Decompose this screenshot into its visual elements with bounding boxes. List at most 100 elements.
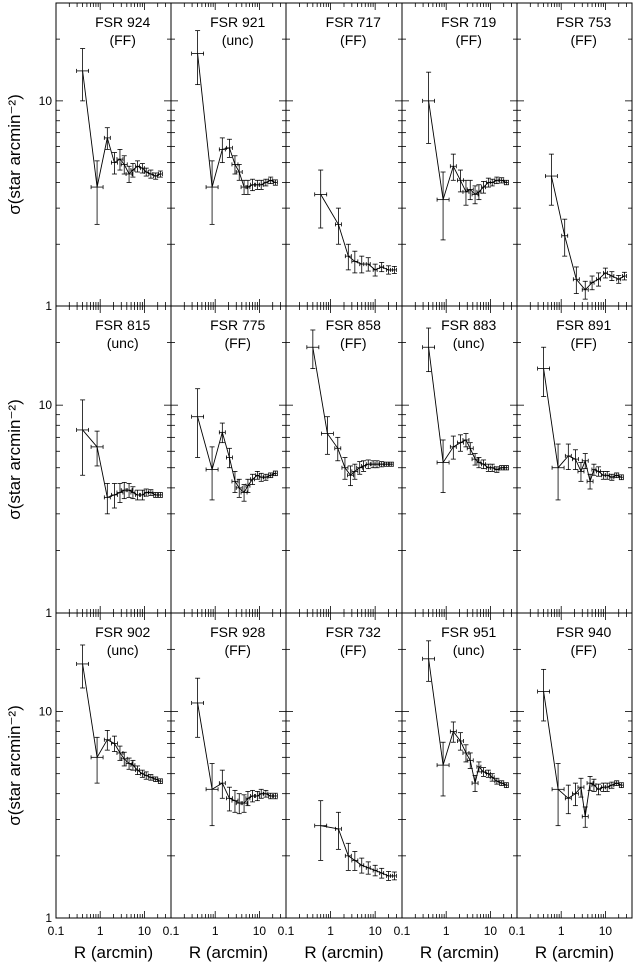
data-point	[235, 478, 243, 498]
data-point	[499, 465, 505, 471]
data-point	[422, 640, 436, 682]
data-point	[489, 463, 495, 472]
data-point	[120, 155, 128, 175]
data-point	[335, 811, 342, 850]
profile-line	[197, 702, 276, 804]
data-point	[564, 443, 572, 470]
data-point	[90, 160, 104, 225]
profile-line	[82, 663, 161, 782]
panel-subtitle: (FF)	[340, 335, 366, 351]
panel-frame	[55, 2, 172, 307]
data-point	[604, 782, 610, 792]
y-tick-label: 10	[39, 398, 53, 412]
data-point	[90, 430, 104, 467]
x-axis-title: R (arcmin)	[535, 943, 614, 962]
data-point	[306, 329, 320, 369]
panel-title: FSR 815	[95, 317, 150, 333]
data-point	[130, 486, 136, 500]
data-point	[111, 483, 118, 509]
data-point	[609, 271, 615, 281]
data-point	[351, 463, 359, 480]
data-point	[577, 462, 585, 482]
panel-title: FSR 940	[556, 624, 611, 640]
data-point	[372, 263, 378, 277]
panel-title: FSR 891	[556, 317, 611, 333]
panel-frame	[170, 2, 287, 307]
data-point	[359, 857, 365, 874]
panel-frame	[516, 2, 633, 307]
data-point	[157, 492, 163, 498]
data-point	[462, 179, 470, 206]
data-point	[489, 773, 495, 782]
data-point	[476, 184, 482, 201]
data-point	[365, 861, 371, 875]
data-point	[111, 735, 118, 752]
data-point	[614, 780, 620, 786]
data-point	[581, 806, 589, 828]
panel-0: FSR 924 (FF)	[55, 2, 172, 307]
x-tick-label: 0.1	[48, 924, 65, 938]
panel-5: FSR 815 (unc)	[55, 305, 172, 614]
panel-frame	[55, 612, 172, 919]
data-point	[609, 781, 615, 789]
panel-title: FSR 858	[326, 317, 381, 333]
panel-frame	[401, 305, 518, 614]
data-point	[494, 777, 500, 785]
panel-frame	[401, 612, 518, 919]
data-point	[344, 243, 352, 271]
data-point	[111, 152, 118, 175]
data-point	[365, 257, 371, 272]
profile-line	[320, 194, 395, 271]
data-point	[561, 218, 569, 257]
panel-frame	[170, 612, 287, 919]
data-point	[143, 167, 149, 177]
data-point	[422, 71, 436, 144]
data-point	[250, 473, 256, 485]
panel-title: FSR 732	[326, 624, 381, 640]
data-point	[551, 443, 565, 501]
data-point	[231, 471, 239, 493]
panel-frame	[516, 612, 633, 919]
panel-12: FSR 732 (FF)	[285, 612, 403, 919]
data-point	[422, 327, 436, 373]
x-tick-label: 10	[484, 924, 498, 938]
data-point	[476, 457, 482, 469]
panel-frame	[55, 305, 172, 614]
data-point	[250, 789, 256, 803]
panel-4: FSR 753 (FF)	[516, 2, 633, 307]
data-point	[116, 148, 124, 171]
panel-title: FSR 951	[441, 624, 496, 640]
data-point	[135, 765, 141, 775]
panel-subtitle: (FF)	[340, 32, 366, 48]
x-tick-label: 10	[253, 924, 267, 938]
x-tick-label: 10	[138, 924, 152, 938]
profile-line	[428, 658, 507, 786]
data-point	[347, 465, 354, 487]
y-tick-label: 10	[39, 705, 53, 719]
panel-frame	[285, 2, 403, 307]
data-point	[503, 465, 509, 471]
x-tick-label: 1	[327, 924, 334, 938]
data-point	[231, 789, 239, 813]
panel-1: FSR 921 (unc)	[170, 2, 287, 307]
data-point	[226, 447, 233, 469]
panel-title: FSR 775	[210, 317, 265, 333]
data-point	[334, 436, 342, 462]
data-point	[226, 786, 233, 812]
panel-title: FSR 753	[556, 14, 611, 30]
data-point	[471, 185, 479, 205]
data-point	[191, 30, 205, 86]
panel-subtitle: (FF)	[340, 642, 366, 658]
data-point	[391, 871, 397, 881]
data-point	[359, 255, 365, 274]
data-point	[125, 165, 133, 183]
x-axis-labels: 0.1 1 10 R (arcmin) 0.1 1 10 R (arcmin) 0.1 1 10 R …	[48, 924, 615, 962]
data-point	[205, 446, 219, 501]
panel-subtitle: (unc)	[107, 335, 139, 351]
data-point	[130, 163, 136, 178]
panel-subtitle: (unc)	[222, 32, 254, 48]
data-point	[596, 466, 602, 477]
data-point	[135, 489, 141, 501]
data-point	[218, 422, 226, 444]
panel-14: FSR 940 (FF)	[516, 612, 633, 919]
